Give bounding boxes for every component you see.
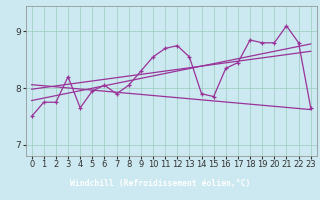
Text: Windchill (Refroidissement éolien,°C): Windchill (Refroidissement éolien,°C) (70, 179, 250, 188)
